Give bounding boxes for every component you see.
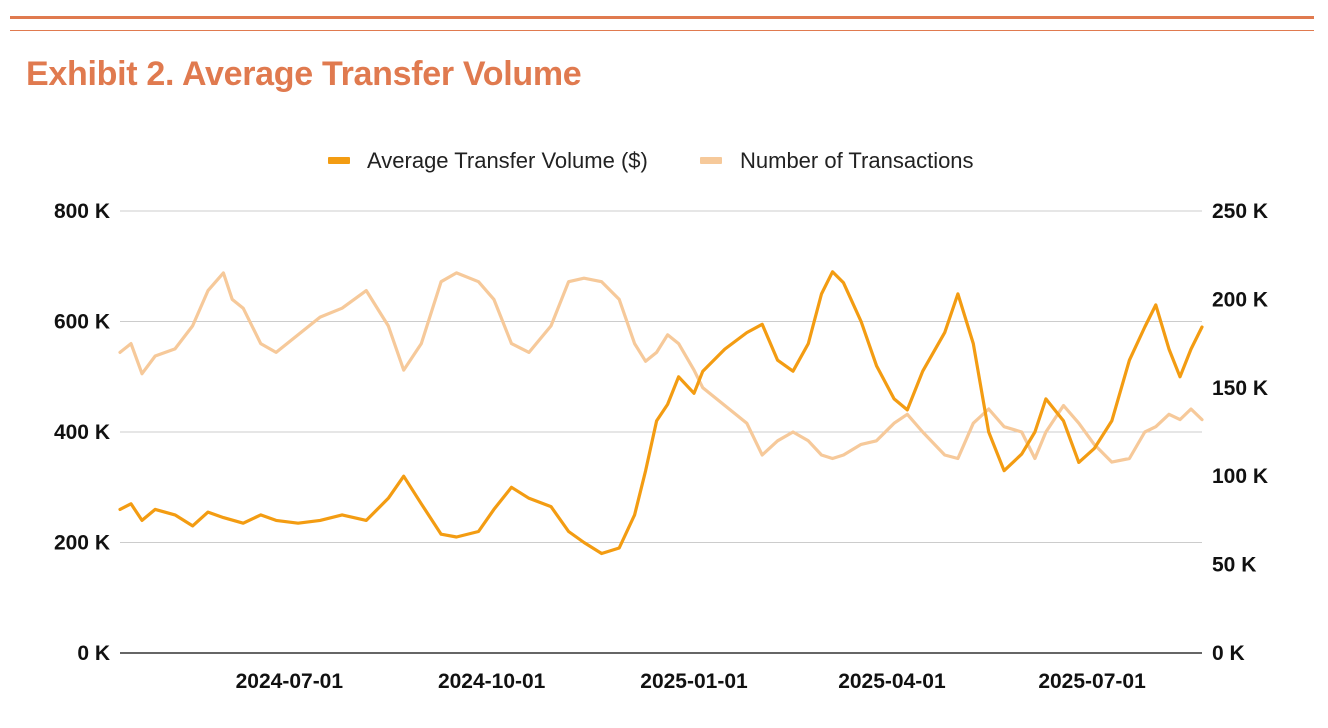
y-left-tick-label: 800 K: [54, 200, 110, 223]
legend-swatch: [328, 157, 350, 164]
series-lines: [118, 270, 1204, 556]
header-rule-thick: [10, 16, 1314, 19]
exhibit-title: Exhibit 2. Average Transfer Volume: [26, 55, 582, 93]
x-tick-label: 2024-07-01: [236, 670, 344, 693]
series-line-transactions: [118, 271, 1204, 464]
y-right-tick-label: 200 K: [1212, 288, 1268, 311]
y-left-tick-label: 400 K: [54, 421, 110, 444]
series-line-volume: [118, 270, 1204, 556]
y-left-tick-label: 600 K: [54, 311, 110, 334]
x-tick-label: 2025-01-01: [640, 670, 748, 693]
legend: Average Transfer Volume ($) Number of Tra…: [328, 148, 974, 173]
x-tick-label: 2024-10-01: [438, 670, 546, 693]
axis-labels: 0 K 200 K 400 K 600 K 800 K 0 K 50 K 100 K 150 K…: [54, 200, 1268, 693]
header-rule-thin: [10, 30, 1314, 31]
y-right-tick-label: 250 K: [1212, 200, 1268, 223]
legend-swatch: [700, 157, 722, 164]
y-right-tick-label: 50 K: [1212, 554, 1256, 577]
legend-item-transactions: Number of Transactions: [740, 148, 974, 173]
legend-item-volume: Average Transfer Volume ($): [367, 148, 648, 173]
x-tick-label: 2025-07-01: [1038, 670, 1146, 693]
y-right-tick-label: 150 K: [1212, 377, 1268, 400]
x-tick-label: 2025-04-01: [838, 670, 946, 693]
gridlines: [120, 210, 1202, 654]
y-left-tick-label: 0 K: [77, 642, 110, 665]
y-right-tick-label: 100 K: [1212, 465, 1268, 488]
y-right-tick-label: 0 K: [1212, 642, 1245, 665]
y-left-tick-label: 200 K: [54, 532, 110, 555]
